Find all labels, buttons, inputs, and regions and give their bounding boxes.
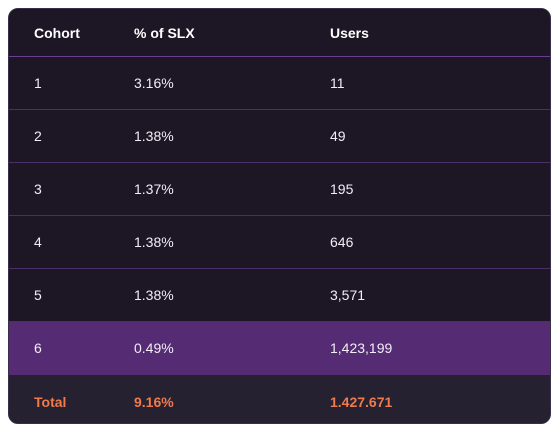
table-row-highlighted: 6 0.49% 1,423,199	[9, 322, 550, 375]
column-header-pct-slx[interactable]: % of SLX	[134, 24, 195, 41]
cohort-cell: 5	[34, 287, 42, 303]
users-cell: 49	[330, 128, 346, 144]
table-row: 4 1.38% 646	[9, 216, 550, 269]
total-users: 1.427.671	[330, 393, 393, 410]
users-cell: 646	[330, 234, 354, 250]
column-header-cohort[interactable]: Cohort	[34, 24, 80, 41]
pct-cell: 3.16%	[134, 75, 174, 91]
total-pct: 9.16%	[134, 393, 174, 410]
total-label: Total	[34, 393, 67, 410]
users-cell: 1,423,199	[330, 340, 393, 356]
cohort-cell: 2	[34, 128, 42, 144]
users-cell: 195	[330, 181, 354, 197]
table-row: 2 1.38% 49	[9, 110, 550, 163]
users-cell: 3,571	[330, 287, 366, 303]
cohort-cell: 3	[34, 181, 42, 197]
pct-cell: 0.49%	[134, 340, 174, 356]
total-row: Total 9.16% 1.427.671	[9, 375, 550, 423]
pct-cell: 1.37%	[134, 181, 174, 197]
table-row: 1 3.16% 11	[9, 57, 550, 110]
users-cell: 11	[330, 75, 345, 91]
cohort-table: Cohort % of SLX Users 1 3.16% 11 2 1.38%…	[8, 8, 551, 424]
pct-cell: 1.38%	[134, 234, 174, 250]
pct-cell: 1.38%	[134, 128, 174, 144]
table-row: 3 1.37% 195	[9, 163, 550, 216]
pct-cell: 1.38%	[134, 287, 174, 303]
table-header: Cohort % of SLX Users	[9, 9, 550, 57]
column-header-users[interactable]: Users	[330, 24, 369, 41]
cohort-cell: 1	[34, 75, 42, 91]
cohort-cell: 6	[34, 340, 42, 356]
table-row: 5 1.38% 3,571	[9, 269, 550, 322]
cohort-cell: 4	[34, 234, 42, 250]
